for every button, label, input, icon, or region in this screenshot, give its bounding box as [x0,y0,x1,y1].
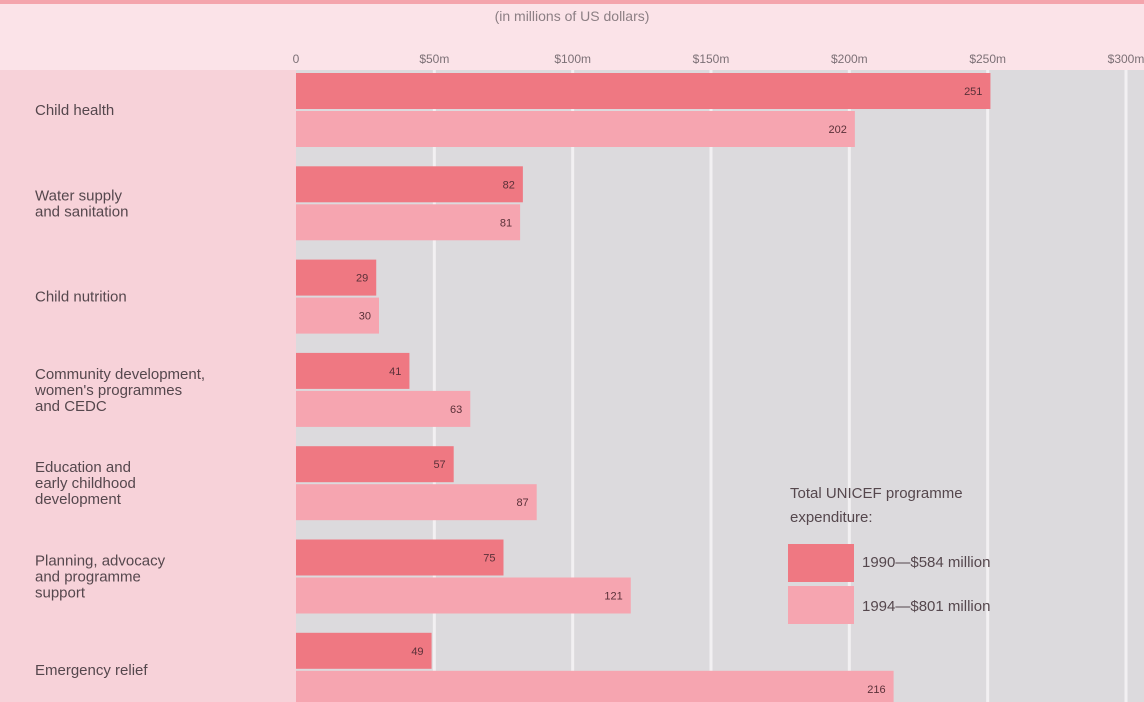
bar-value-label: 57 [433,459,445,471]
legend-swatch-1994 [788,586,854,624]
bar-value-label: 202 [829,124,847,136]
category-label: early childhood [35,475,136,492]
bar [296,446,454,483]
legend-title-line: Total UNICEF programme [790,485,963,502]
bar [296,670,894,702]
bar-value-label: 41 [389,366,401,378]
x-tick-label: $50m [419,52,449,66]
top-rule [0,0,1144,4]
bar [296,297,379,334]
legend-label-1990: 1990—$584 million [862,554,991,571]
bar [296,352,410,389]
bar-value-label: 29 [356,273,368,285]
bar [296,73,991,109]
category-label: Planning, advocacy [35,553,166,570]
bar-value-label: 87 [516,497,528,509]
category-label: women's programmes [34,382,182,399]
chart-subtitle: (in millions of US dollars) [494,8,650,24]
category-label: Education and [35,459,131,476]
category-label: Child health [35,102,114,119]
category-label: Water supply [35,187,122,204]
category-label: support [35,585,86,602]
bar [296,259,377,296]
legend-title: Total UNICEF programme expenditure: [790,482,1050,530]
category-label: and CEDC [35,398,107,415]
bar-value-label: 49 [411,646,423,658]
x-tick-label: $200m [831,52,868,66]
bar [296,204,521,241]
bar-value-label: 81 [500,217,512,229]
bar-value-label: 75 [483,553,495,565]
x-tick-label: $150m [693,52,730,66]
category-label: Child nutrition [35,289,127,306]
category-label: and programme [35,569,141,586]
legend-label-1994: 1994—$801 million [862,598,991,615]
legend-swatch-1990 [788,544,854,582]
bar [296,539,504,576]
bar-value-label: 30 [359,311,371,323]
bar-value-label: 251 [964,86,982,98]
bar [296,166,523,203]
category-label-panel [0,70,296,702]
bar [296,632,432,669]
x-tick-label: $100m [554,52,591,66]
category-label: development [35,491,122,508]
bar-value-label: 121 [604,591,622,603]
bar-value-label: 216 [867,684,885,696]
bar [296,111,855,147]
category-label: Emergency relief [35,662,148,679]
category-label: and sanitation [35,203,128,220]
legend-title-line: expenditure: [790,509,873,526]
x-tick-label: $250m [969,52,1006,66]
bar [296,577,631,614]
bar-value-label: 82 [503,179,515,191]
x-tick-label: $300m [1108,52,1144,66]
bar-value-label: 63 [450,404,462,416]
bar [296,390,471,427]
x-tick-label: 0 [293,52,300,66]
bar [296,484,537,521]
category-label: Community development, [35,366,205,383]
